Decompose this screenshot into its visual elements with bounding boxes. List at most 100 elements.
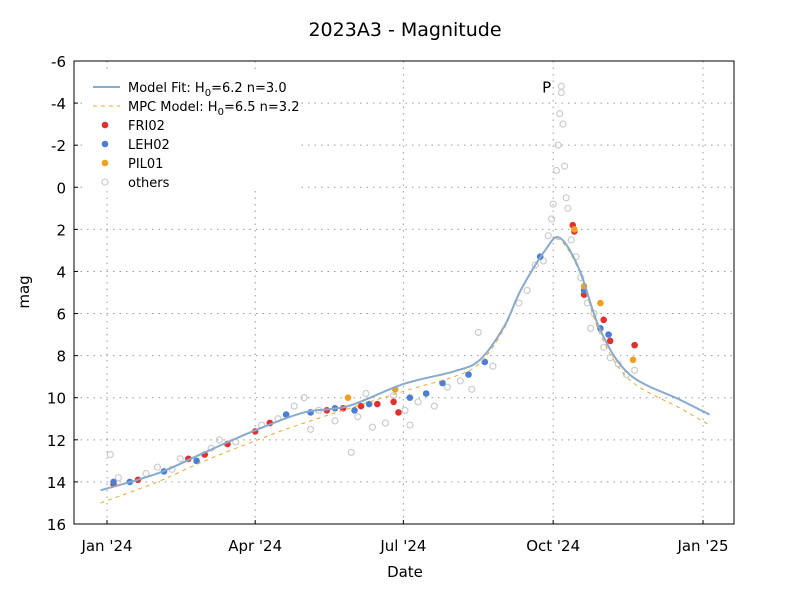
point-others — [489, 362, 497, 370]
legend-background — [84, 72, 298, 190]
y-tick-label: 2 — [56, 221, 66, 239]
point-fri02 — [390, 398, 397, 406]
x-tick-label: Jan '24 — [80, 537, 132, 555]
x-tick-label: Jan '25 — [676, 537, 728, 555]
point-others — [106, 450, 114, 459]
x-axis-label: Date — [387, 563, 423, 581]
y-tick-label: 10 — [47, 390, 66, 408]
point-others — [600, 343, 608, 351]
point-others — [631, 366, 639, 374]
point-others — [562, 194, 570, 202]
point-others — [443, 383, 451, 391]
y-axis-label: mag — [15, 275, 33, 308]
legend-marker — [101, 140, 109, 148]
point-others — [554, 141, 562, 149]
legend-marker — [101, 121, 109, 129]
perihelion-label: P — [542, 78, 551, 96]
point-others — [390, 392, 398, 400]
point-others — [587, 324, 595, 332]
y-tick-label: -6 — [51, 53, 66, 71]
point-others — [474, 328, 482, 337]
legend-label: PIL01 — [128, 157, 163, 172]
legend-label: others — [128, 176, 170, 191]
point-others — [468, 385, 476, 393]
legend-label: MPC Model: H0=6.5 n=3.2 — [128, 100, 299, 118]
point-pil01 — [629, 356, 637, 364]
point-others — [567, 236, 575, 244]
point-others — [539, 257, 548, 265]
point-others — [401, 406, 409, 414]
point-leh02 — [282, 411, 290, 418]
point-others — [564, 204, 572, 212]
point-leh02 — [422, 390, 430, 397]
point-pil01 — [597, 299, 604, 307]
point-others — [556, 110, 564, 118]
point-others — [456, 377, 464, 385]
point-others — [347, 448, 355, 457]
point-fri02 — [600, 316, 607, 324]
point-others — [523, 286, 531, 294]
legend-label: FRI02 — [128, 119, 165, 134]
point-leh02 — [465, 371, 472, 378]
y-tick-label: 16 — [47, 516, 66, 534]
plot-frame — [73, 60, 735, 525]
data-marks: P — [100, 78, 710, 504]
y-tick-label: -4 — [51, 95, 66, 113]
y-tick-label: 6 — [56, 306, 66, 324]
point-fri02 — [395, 409, 402, 416]
point-fri02 — [631, 341, 638, 349]
point-others — [114, 474, 122, 482]
y-tick-label: 4 — [56, 263, 66, 281]
point-others — [531, 261, 539, 269]
point-others — [153, 463, 162, 471]
point-others — [331, 417, 339, 425]
chart-title: 2023A3 - Magnitude — [308, 19, 501, 41]
point-others — [414, 398, 422, 406]
y-tick-label: 14 — [47, 474, 66, 492]
point-others — [544, 232, 552, 240]
point-others — [215, 436, 223, 444]
point-others — [552, 166, 561, 175]
point-leh02 — [406, 394, 414, 402]
point-others — [362, 389, 370, 398]
x-tick-label: Jul '24 — [379, 537, 426, 555]
point-fri02 — [374, 400, 381, 408]
point-others — [557, 82, 565, 90]
point-pil01 — [571, 226, 578, 233]
point-others — [547, 215, 556, 223]
legend-marker — [101, 159, 109, 167]
point-others — [560, 162, 569, 170]
point-others — [406, 421, 414, 429]
point-leh02 — [351, 407, 358, 414]
point-others — [381, 419, 390, 427]
point-others — [354, 413, 362, 421]
legend-label: LEH02 — [128, 138, 170, 153]
legend-marker — [101, 178, 109, 186]
point-others — [515, 299, 523, 307]
x-tick-label: Oct '24 — [526, 537, 580, 555]
y-tick-label: 12 — [47, 432, 66, 450]
point-others — [300, 394, 308, 402]
point-others — [176, 455, 184, 463]
y-tick-label: 0 — [56, 179, 66, 197]
point-others — [549, 200, 557, 208]
point-leh02 — [110, 478, 117, 486]
y-tick-label: -2 — [51, 137, 66, 155]
y-tick-label: 8 — [56, 348, 66, 366]
point-others — [557, 88, 565, 97]
legend-label: Model Fit: H0=6.2 n=3.0 — [128, 81, 287, 99]
point-others — [368, 423, 377, 431]
point-pil01 — [344, 394, 352, 402]
point-others — [559, 120, 567, 128]
point-fri02 — [606, 337, 614, 345]
model-fit-line — [100, 236, 710, 492]
point-others — [606, 354, 614, 362]
point-leh02 — [365, 400, 373, 408]
point-others — [430, 402, 438, 410]
point-others — [290, 402, 298, 410]
point-leh02 — [193, 457, 200, 465]
x-tick-label: Apr '24 — [228, 537, 282, 555]
